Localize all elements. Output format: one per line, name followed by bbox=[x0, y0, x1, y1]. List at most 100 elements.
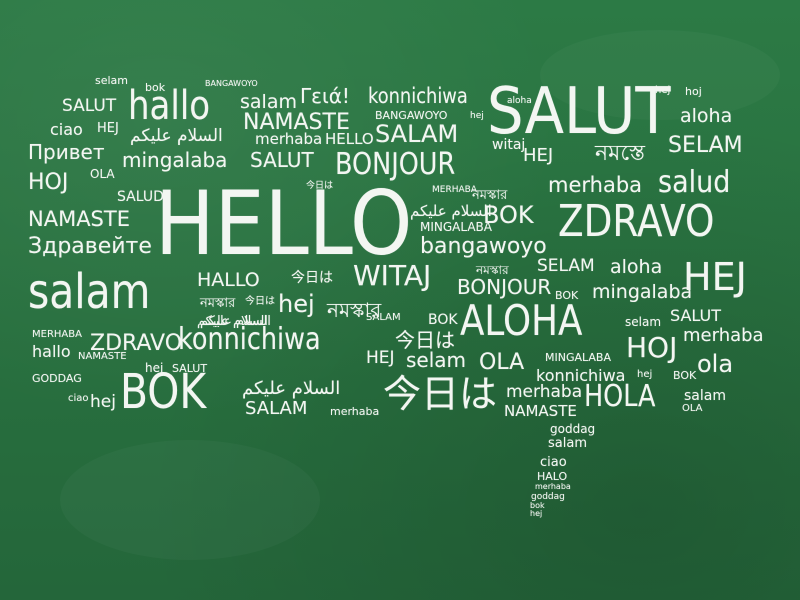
greeting-word: merhaba bbox=[548, 173, 643, 197]
greeting-word: SALUT bbox=[250, 148, 314, 172]
greeting-word: 今日は bbox=[291, 270, 333, 286]
greeting-word: selam bbox=[406, 348, 467, 372]
greeting-word: selam bbox=[625, 315, 662, 329]
greeting-word: OLA bbox=[90, 167, 115, 181]
greeting-word: BOK bbox=[483, 201, 534, 229]
greeting-word: SELAM bbox=[668, 133, 743, 158]
greeting-word: HOJ bbox=[626, 331, 678, 364]
greeting-word: নমস্কার bbox=[472, 188, 508, 203]
greeting-word: hej bbox=[278, 290, 315, 318]
greeting-word: BOK bbox=[673, 369, 697, 382]
greeting-word: Привет bbox=[28, 140, 105, 164]
greeting-word: ciao bbox=[50, 120, 83, 139]
greeting-word: SALUT bbox=[487, 75, 671, 149]
greeting-word: 今日は bbox=[395, 328, 455, 352]
greeting-word: SALUD bbox=[117, 189, 164, 205]
greeting-word: HELLO bbox=[155, 172, 413, 275]
greeting-word: konnichiwa bbox=[178, 322, 321, 357]
greeting-word: merhaba bbox=[330, 405, 380, 418]
greeting-word: Γειά! bbox=[300, 84, 350, 108]
greeting-word: HEJ bbox=[97, 121, 119, 136]
greeting-word: MINGALABA bbox=[420, 220, 492, 234]
greeting-word: HOJ bbox=[28, 170, 69, 195]
greeting-word: নমস্তে bbox=[595, 141, 646, 166]
greeting-word: HEJ bbox=[523, 145, 554, 166]
greeting-word: mingalaba bbox=[122, 148, 228, 172]
greeting-word: SALUT bbox=[172, 362, 208, 375]
greeting-word: hallo bbox=[128, 83, 211, 129]
greeting-word: salam bbox=[684, 388, 726, 404]
greeting-word: NAMASTE bbox=[504, 402, 577, 420]
greeting-word: merhaba bbox=[683, 325, 764, 346]
greeting-word: Здравейте bbox=[28, 234, 152, 259]
greeting-word: hej bbox=[90, 392, 116, 412]
greeting-word: NAMASTE bbox=[78, 351, 127, 362]
greeting-word: merhaba bbox=[255, 130, 323, 148]
greeting-word: goddag bbox=[531, 492, 565, 502]
greeting-word: السلام عليكم bbox=[200, 314, 271, 329]
greeting-word: ZDRAVO bbox=[558, 196, 715, 247]
greeting-word: OLA bbox=[682, 403, 703, 414]
greeting-word: ZDRAVO bbox=[90, 331, 183, 356]
greeting-word: 今日は bbox=[306, 181, 334, 191]
chalk-smudge bbox=[60, 440, 320, 560]
greeting-word: hej bbox=[637, 369, 653, 380]
greeting-word: SALAM bbox=[245, 398, 308, 419]
greeting-word: hej bbox=[530, 509, 543, 518]
greeting-word: السلام عليكم bbox=[242, 378, 341, 399]
greeting-word: HEJ bbox=[683, 255, 747, 299]
greeting-word: witaj bbox=[492, 137, 526, 153]
greeting-word: HELLO bbox=[325, 130, 374, 148]
greeting-word: BOK bbox=[120, 364, 207, 420]
greeting-word: MERHABA bbox=[32, 329, 82, 340]
greeting-word: ola bbox=[697, 350, 734, 378]
greeting-word: السلام عليكم bbox=[130, 126, 223, 146]
greeting-word: HOLA bbox=[584, 379, 656, 414]
greeting-word: aloha bbox=[507, 96, 532, 106]
greeting-word: bok bbox=[145, 81, 166, 94]
greeting-word: OLA bbox=[479, 350, 525, 375]
greeting-word: ciao bbox=[540, 455, 567, 470]
greeting-word: konnichiwa bbox=[536, 366, 626, 385]
greeting-word: hoj bbox=[685, 85, 702, 98]
greeting-word: hej bbox=[470, 111, 484, 121]
greeting-word: নমস্কার bbox=[200, 296, 236, 311]
greeting-word: mingalaba bbox=[592, 281, 693, 303]
greeting-word: HALO bbox=[537, 470, 568, 483]
greeting-word: SALAM bbox=[375, 120, 459, 148]
greeting-word: BONJOUR bbox=[335, 147, 456, 182]
greeting-word: bangawoyo bbox=[420, 234, 547, 259]
greeting-word: GODDAG bbox=[32, 372, 82, 385]
greeting-word: السلام عليكم bbox=[197, 314, 268, 329]
greeting-word: SALUT bbox=[670, 306, 721, 325]
greeting-word: BANGAWOYO bbox=[205, 79, 258, 88]
greeting-word: salud bbox=[658, 165, 731, 200]
greeting-word: NAMASTE bbox=[28, 207, 130, 231]
greeting-word: merhaba bbox=[506, 382, 583, 402]
greeting-word: hej bbox=[655, 85, 671, 96]
greeting-word: السلام عليكم bbox=[410, 202, 492, 220]
greeting-word: aloha bbox=[680, 105, 733, 127]
greeting-word: 今日は bbox=[383, 372, 498, 416]
greeting-word: bok bbox=[530, 501, 545, 510]
greeting-word: hej bbox=[145, 361, 164, 375]
greeting-word: HALLO bbox=[197, 269, 260, 291]
greeting-word: SALUT bbox=[62, 96, 117, 116]
greeting-word: aloha bbox=[610, 256, 663, 278]
greeting-word: NAMASTE bbox=[243, 110, 350, 135]
greeting-word: নমস্কার bbox=[327, 298, 382, 322]
greeting-word: 今日は bbox=[245, 296, 275, 307]
greeting-word: SELAM bbox=[537, 256, 595, 276]
greeting-word: ALOHA bbox=[460, 296, 583, 345]
greeting-word: salam bbox=[548, 436, 587, 451]
greeting-word: HEJ bbox=[366, 348, 395, 368]
greeting-word: goddag bbox=[550, 422, 596, 436]
greeting-word: BOK bbox=[555, 289, 579, 302]
greeting-word: BANGAWOYO bbox=[375, 109, 448, 122]
greeting-word: salam bbox=[28, 264, 151, 320]
greeting-word: BOK bbox=[428, 312, 458, 328]
greeting-word: salam bbox=[240, 91, 297, 113]
greeting-word: selam bbox=[95, 74, 129, 87]
greeting-word: MERHABA bbox=[432, 185, 477, 195]
